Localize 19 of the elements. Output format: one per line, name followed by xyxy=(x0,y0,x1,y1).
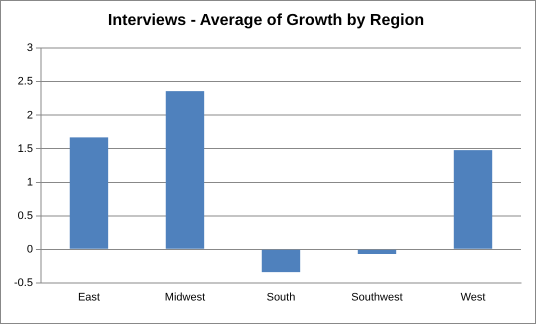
x-tick-label: Southwest xyxy=(351,291,403,304)
bar xyxy=(70,137,108,249)
y-tick-label: 2 xyxy=(26,109,33,122)
y-tick-label: -0.5 xyxy=(14,276,33,289)
bar xyxy=(454,150,492,249)
x-tick-label: South xyxy=(266,291,296,304)
bar xyxy=(166,91,204,249)
y-tick-label: 3 xyxy=(26,42,33,54)
y-tick-label: 2.5 xyxy=(18,76,33,88)
bar xyxy=(262,250,300,272)
x-tick-label: Midwest xyxy=(164,291,206,304)
x-tick-label: West xyxy=(460,291,486,304)
y-tick-label: 1.5 xyxy=(18,142,33,155)
y-tick-label: 0.5 xyxy=(18,210,33,222)
y-tick-label: 1 xyxy=(26,176,33,188)
chart-title: Interviews - Average of Growth by Region xyxy=(108,12,424,30)
bar xyxy=(358,250,396,254)
y-tick-label: 0 xyxy=(26,243,33,256)
x-tick-label: East xyxy=(78,291,100,304)
